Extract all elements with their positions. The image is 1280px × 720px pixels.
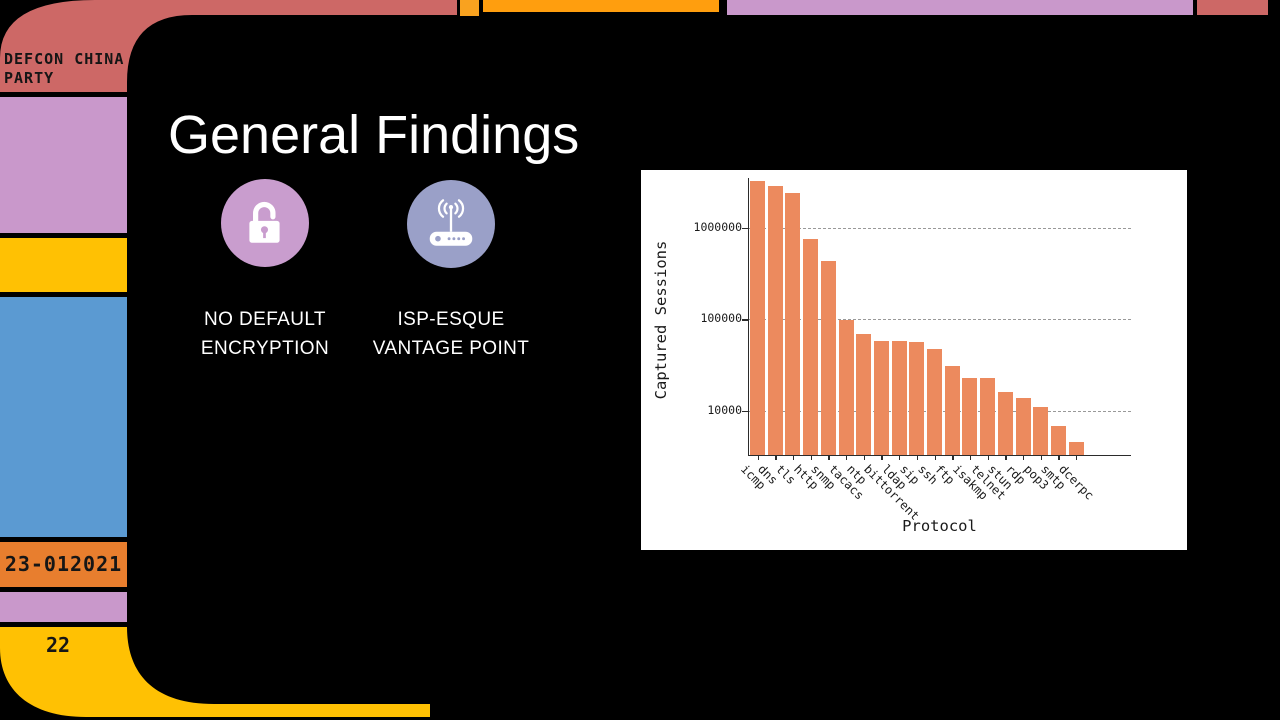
chart-bar (1050, 426, 1066, 455)
chart-y-tick-label: 100000 (700, 311, 742, 326)
chart-x-tick-mark (846, 456, 848, 460)
feature-label-line: NO DEFAULT (204, 309, 326, 330)
chart-bar (820, 260, 836, 455)
frame-bottom-left-elbow (0, 627, 430, 717)
chart-y-tick-mark (742, 319, 748, 321)
feature-label-line: ENCRYPTION (200, 338, 330, 359)
frame-top-segment-orange-small (460, 0, 479, 16)
sidebar-block-plum-1 (0, 97, 127, 233)
chart-bar (750, 180, 765, 455)
chart-x-tick-mark (757, 456, 759, 460)
page-number: 22 (45, 633, 71, 657)
chart-y-tick-label: 10000 (707, 402, 742, 417)
chart-bar (909, 341, 925, 455)
chart-x-tick-mark (1058, 456, 1060, 460)
chart-bar (838, 320, 854, 455)
chart-x-tick-mark (1040, 456, 1043, 460)
chart-x-tick-mark (899, 456, 901, 460)
chart-bar (980, 377, 996, 455)
chart-x-tick-mark (1023, 456, 1025, 460)
router-wifi-icon (429, 199, 473, 246)
slide-title: General Findings (168, 105, 580, 166)
chart-bar (803, 239, 819, 455)
chart-x-tick-mark (828, 456, 830, 460)
feature-circle-encryption (221, 179, 309, 267)
sidebar-block-blue (0, 297, 127, 537)
chart-x-tick-mark (810, 456, 812, 460)
chart-y-axis-spine (748, 178, 750, 456)
chart-x-tick-mark (916, 456, 919, 460)
chart-bar (873, 341, 889, 455)
chart-bar (1033, 407, 1049, 455)
chart-x-tick-mark (881, 456, 883, 460)
chart-x-tick-mark (792, 456, 795, 460)
feature-circle-vantage (407, 180, 495, 268)
chart-bar (997, 392, 1013, 455)
feature-label-vantage: ISP-ESQUE VANTAGE POINT (341, 305, 561, 363)
feature-label-line: ISP-ESQUE (397, 309, 505, 330)
chart-x-axis-title: Protocol (902, 517, 977, 535)
sidebar-block-gold (0, 238, 127, 292)
chart-x-tick-mark (969, 456, 972, 460)
frame-top-segment-plum (727, 0, 1193, 15)
sidebar-block-orange (0, 542, 127, 587)
feature-label-line: VANTAGE POINT (372, 338, 530, 359)
date-label: 23-012021 (4, 552, 123, 576)
chart-x-tick-mark (863, 456, 866, 460)
chart-y-tick-mark (742, 410, 748, 413)
chart-x-tick-mark (987, 456, 989, 460)
chart-x-tick-mark (1005, 456, 1007, 460)
chart-bar (962, 377, 978, 455)
unlock-icon (249, 201, 280, 243)
sidebar-block-plum-2 (0, 592, 127, 622)
chart-x-tick-mark (934, 456, 936, 460)
chart-x-tick-mark (775, 456, 777, 460)
chart-y-tick-mark (742, 227, 748, 230)
corner-label-line1: DEFCON CHINA (4, 50, 125, 68)
chart-bar (1068, 441, 1084, 455)
frame-top-segment-red (1197, 0, 1268, 15)
corner-label: DEFCON CHINA PARTY (4, 50, 124, 88)
chart-bar (767, 185, 783, 455)
chart-bar (856, 333, 872, 455)
chart-bar (944, 365, 960, 455)
chart-x-tick-mark (1076, 456, 1078, 460)
corner-label-line2: PARTY (4, 69, 55, 87)
chart-bar (1015, 397, 1031, 455)
chart-gridline (748, 227, 1131, 229)
chart-y-tick-label: 1000000 (693, 219, 742, 234)
chart-bar (891, 341, 907, 455)
frame-top-segment-orange-bar (483, 0, 719, 12)
chart-gridline (748, 319, 1131, 321)
chart-x-axis-spine (748, 455, 1131, 457)
frame-top-left-elbow (0, 0, 457, 92)
chart-panel: Captured Sessions Protocol 1000000 100000… (641, 170, 1187, 550)
feature-label-encryption: NO DEFAULT ENCRYPTION (155, 305, 375, 363)
chart-bar (785, 193, 801, 455)
chart-x-tick-mark (952, 456, 954, 460)
chart-bar (927, 349, 942, 455)
